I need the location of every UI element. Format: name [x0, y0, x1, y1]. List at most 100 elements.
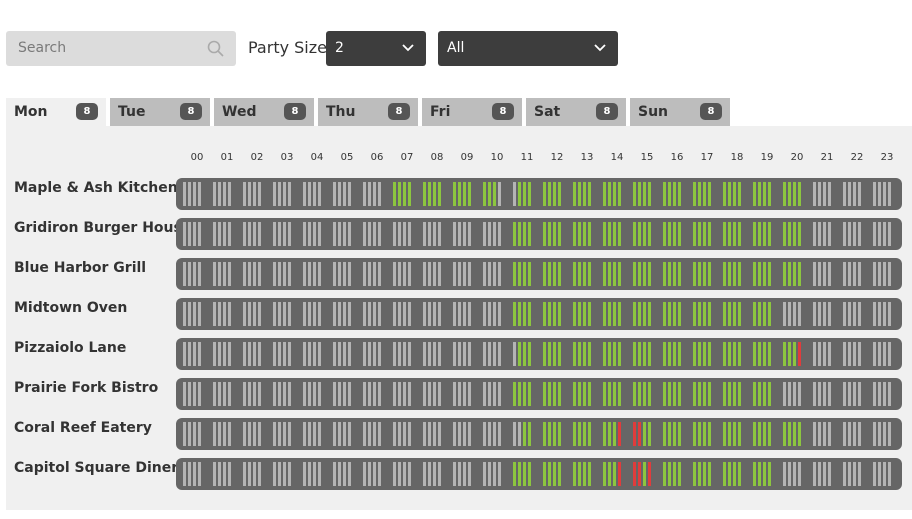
time-slot-available[interactable]	[543, 382, 546, 406]
time-slot-available[interactable]	[518, 262, 521, 286]
time-slot-available[interactable]	[663, 462, 666, 486]
time-slot-available[interactable]	[573, 222, 576, 246]
time-slot-available[interactable]	[758, 342, 761, 366]
time-slot-available[interactable]	[703, 382, 706, 406]
time-slot-available[interactable]	[708, 342, 711, 366]
time-slot-available[interactable]	[723, 382, 726, 406]
time-slot-available[interactable]	[673, 222, 676, 246]
time-slot-available[interactable]	[583, 382, 586, 406]
time-slot-available[interactable]	[668, 342, 671, 366]
time-slot-available[interactable]	[588, 342, 591, 366]
time-slot-available[interactable]	[728, 182, 731, 206]
time-slot-available[interactable]	[728, 222, 731, 246]
time-slot-available[interactable]	[608, 222, 611, 246]
time-slot-available[interactable]	[548, 222, 551, 246]
time-slot-available[interactable]	[423, 182, 426, 206]
time-slot-available[interactable]	[678, 382, 681, 406]
time-slot-available[interactable]	[693, 462, 696, 486]
time-slot-available[interactable]	[768, 302, 771, 326]
time-slot-available[interactable]	[428, 182, 431, 206]
time-slot-available[interactable]	[528, 422, 531, 446]
time-slot-available[interactable]	[698, 422, 701, 446]
time-slot-available[interactable]	[798, 222, 801, 246]
time-slot-available[interactable]	[788, 422, 791, 446]
time-slot-available[interactable]	[463, 182, 466, 206]
time-slot-available[interactable]	[703, 422, 706, 446]
time-slot-available[interactable]	[708, 462, 711, 486]
time-slot-available[interactable]	[763, 262, 766, 286]
time-slot-available[interactable]	[558, 222, 561, 246]
time-slot-available[interactable]	[608, 422, 611, 446]
time-slot-available[interactable]	[663, 222, 666, 246]
time-slot-available[interactable]	[728, 422, 731, 446]
time-slot-available[interactable]	[693, 222, 696, 246]
time-slot-available[interactable]	[578, 262, 581, 286]
time-slot-available[interactable]	[753, 222, 756, 246]
time-slot-available[interactable]	[583, 222, 586, 246]
time-slot-available[interactable]	[588, 462, 591, 486]
time-slot-available[interactable]	[613, 342, 616, 366]
time-slot-available[interactable]	[643, 302, 646, 326]
time-slot-available[interactable]	[438, 182, 441, 206]
time-slot-available[interactable]	[523, 382, 526, 406]
time-slot-available[interactable]	[528, 262, 531, 286]
time-slot-available[interactable]	[553, 342, 556, 366]
time-slot-available[interactable]	[643, 422, 646, 446]
time-slot-available[interactable]	[738, 222, 741, 246]
time-slot-available[interactable]	[693, 422, 696, 446]
time-slot-available[interactable]	[518, 222, 521, 246]
time-slot-available[interactable]	[573, 302, 576, 326]
tab-fri[interactable]: Fri 8	[422, 98, 522, 126]
time-slot-available[interactable]	[733, 342, 736, 366]
time-slot-available[interactable]	[763, 182, 766, 206]
time-slot-available[interactable]	[543, 182, 546, 206]
time-slot-available[interactable]	[583, 302, 586, 326]
time-slot-available[interactable]	[763, 302, 766, 326]
time-slot-available[interactable]	[633, 342, 636, 366]
time-slot-available[interactable]	[573, 462, 576, 486]
tab-mon[interactable]: Mon 8	[6, 98, 106, 126]
time-slot-available[interactable]	[588, 182, 591, 206]
time-slot-available[interactable]	[608, 462, 611, 486]
time-slot-available[interactable]	[578, 302, 581, 326]
time-slot-available[interactable]	[578, 222, 581, 246]
time-slot-available[interactable]	[753, 382, 756, 406]
time-slot-available[interactable]	[703, 462, 706, 486]
time-slot-available[interactable]	[518, 342, 521, 366]
time-slot-available[interactable]	[708, 382, 711, 406]
time-slot-available[interactable]	[668, 382, 671, 406]
time-slot-available[interactable]	[693, 182, 696, 206]
time-slot-available[interactable]	[483, 182, 486, 206]
time-slot-available[interactable]	[663, 342, 666, 366]
time-slot-available[interactable]	[758, 422, 761, 446]
time-slot-available[interactable]	[648, 182, 651, 206]
time-slot-available[interactable]	[678, 222, 681, 246]
time-slot-available[interactable]	[523, 462, 526, 486]
time-slot-available[interactable]	[553, 222, 556, 246]
time-slot-available[interactable]	[693, 382, 696, 406]
time-slot-available[interactable]	[738, 342, 741, 366]
time-slot-available[interactable]	[553, 422, 556, 446]
time-slot-available[interactable]	[393, 182, 396, 206]
time-slot-available[interactable]	[548, 422, 551, 446]
time-slot-available[interactable]	[548, 342, 551, 366]
time-slot-available[interactable]	[698, 302, 701, 326]
time-slot-available[interactable]	[398, 182, 401, 206]
time-slot-available[interactable]	[603, 182, 606, 206]
time-slot-available[interactable]	[553, 382, 556, 406]
time-slot-available[interactable]	[673, 422, 676, 446]
time-slot-available[interactable]	[543, 342, 546, 366]
time-slot-available[interactable]	[558, 342, 561, 366]
time-slot-available[interactable]	[738, 182, 741, 206]
time-slot-available[interactable]	[668, 222, 671, 246]
time-slot-available[interactable]	[763, 342, 766, 366]
time-slot-available[interactable]	[513, 302, 516, 326]
time-slot-available[interactable]	[633, 302, 636, 326]
time-slot-available[interactable]	[763, 382, 766, 406]
time-slot-available[interactable]	[573, 342, 576, 366]
time-slot-available[interactable]	[758, 462, 761, 486]
time-slot-available[interactable]	[663, 382, 666, 406]
time-slot-available[interactable]	[753, 182, 756, 206]
time-slot-available[interactable]	[553, 182, 556, 206]
time-slot-available[interactable]	[583, 462, 586, 486]
